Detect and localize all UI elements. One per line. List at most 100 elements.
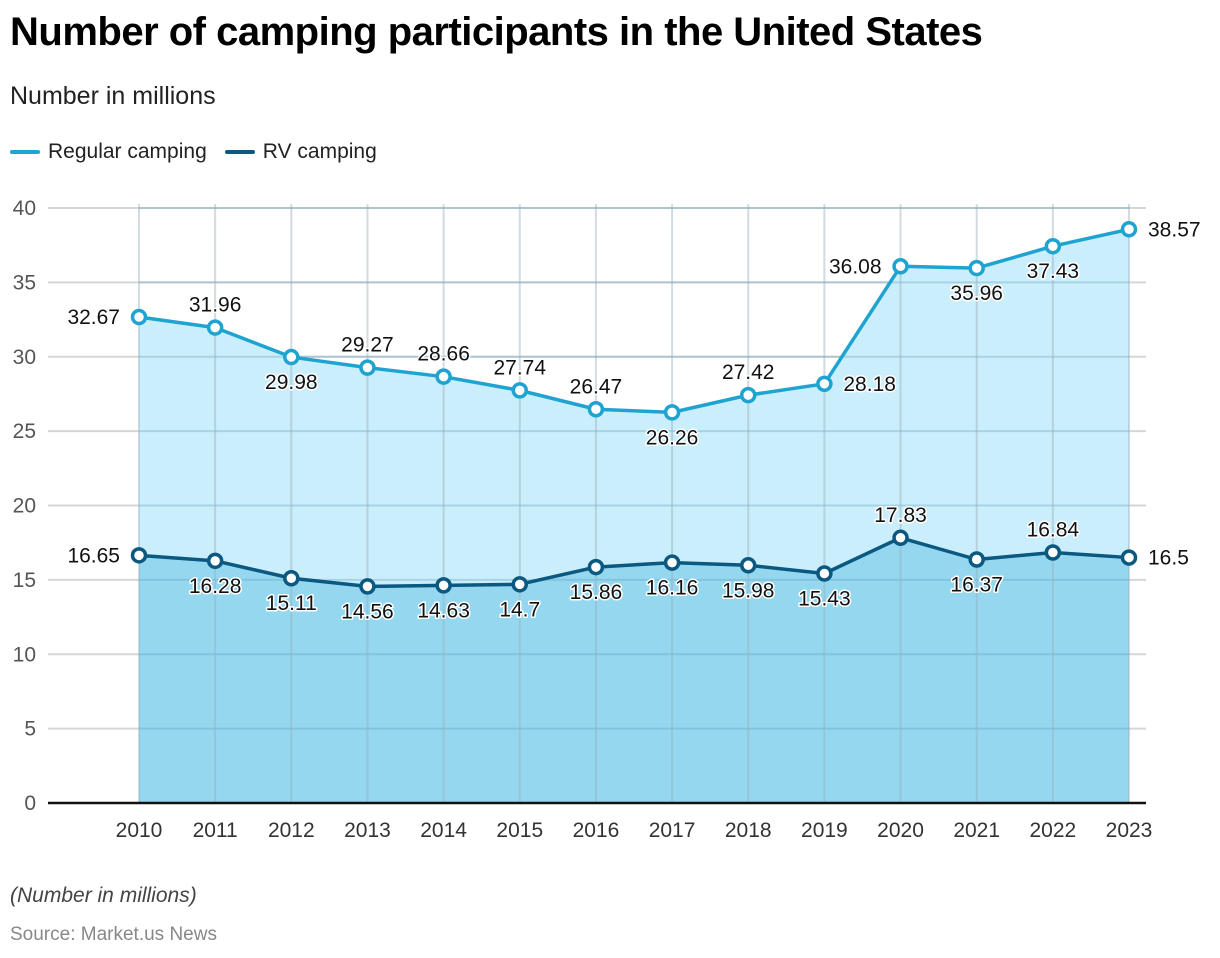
series-line-rv-camping — [138, 536, 1130, 589]
data-label-rv-camping: 14.7 — [499, 598, 540, 621]
legend-label-regular-camping: Regular camping — [48, 140, 207, 163]
data-label-rv-camping: 16.65 — [67, 544, 120, 567]
data-point-rv-camping — [1044, 544, 1062, 561]
data-point-regular-camping — [283, 348, 300, 366]
data-label-regular-camping: 29.27 — [341, 334, 394, 357]
x-tick-label: 2023 — [1106, 819, 1153, 842]
data-label-rv-camping: 15.43 — [798, 587, 851, 610]
data-point-rv-camping — [892, 529, 909, 547]
data-label-rv-camping: 16.84 — [1027, 519, 1080, 542]
data-point-rv-camping — [739, 557, 757, 574]
legend-item-regular-camping[interactable]: Regular camping — [10, 140, 207, 164]
series-lines — [138, 227, 1130, 589]
y-tick-label: 25 — [13, 420, 36, 443]
data-point-rv-camping — [663, 554, 681, 571]
legend: Regular camping RV camping — [10, 140, 377, 164]
data-point-regular-camping — [587, 401, 605, 418]
data-point-regular-camping — [816, 375, 833, 393]
x-tick-label: 2010 — [116, 819, 163, 842]
data-point-regular-camping — [130, 308, 148, 326]
data-point-rv-camping — [511, 576, 529, 593]
x-tick-label: 2017 — [649, 819, 696, 842]
data-label-rv-camping: 15.98 — [722, 579, 775, 602]
area-fill-rv-camping — [139, 537, 1129, 803]
data-label-rv-camping: 15.86 — [570, 581, 623, 604]
legend-item-rv-camping[interactable]: RV camping — [224, 140, 377, 164]
data-label-rv-camping: 16.5 — [1148, 547, 1189, 570]
data-label-regular-camping: 26.26 — [646, 426, 699, 449]
data-label-regular-camping: 28.66 — [417, 343, 470, 366]
y-tick-label: 35 — [13, 271, 36, 294]
data-point-regular-camping — [1120, 221, 1138, 238]
data-label-rv-camping: 16.16 — [646, 577, 699, 600]
data-point-rv-camping — [968, 551, 985, 568]
data-label-regular-camping: 36.08 — [829, 255, 882, 278]
data-label-regular-camping: 26.47 — [570, 375, 623, 398]
data-label-rv-camping: 16.28 — [189, 575, 242, 598]
data-label-regular-camping: 29.98 — [265, 371, 318, 394]
y-tick-label: 15 — [13, 569, 36, 592]
x-tick-label: 2015 — [496, 819, 543, 842]
data-label-regular-camping: 28.18 — [843, 373, 896, 396]
data-label-regular-camping: 32.67 — [67, 306, 120, 329]
area-fills — [139, 229, 1129, 804]
x-tick-label: 2012 — [268, 819, 315, 842]
footnote: (Number in millions) — [10, 884, 197, 907]
y-tick-label: 30 — [13, 346, 36, 369]
x-gridlines — [138, 204, 1130, 803]
y-tick-label: 10 — [13, 643, 36, 666]
data-label-rv-camping: 14.56 — [341, 600, 394, 623]
data-point-regular-camping — [359, 359, 376, 376]
y-axis-ticks: 0 5 10 15 20 25 30 35 40 — [13, 197, 36, 815]
legend-swatch-regular-camping — [10, 150, 40, 154]
data-point-regular-camping — [206, 319, 224, 336]
data-label-regular-camping: 38.57 — [1148, 218, 1201, 241]
data-point-regular-camping — [663, 404, 681, 421]
data-labels: 32.67 31.96 29.98 29.27 28.66 27.74 26.47 26.26… — [66, 217, 1202, 625]
data-point-regular-camping — [1044, 237, 1062, 255]
y-tick-label: 40 — [13, 197, 36, 220]
data-point-regular-camping — [435, 368, 452, 385]
x-tick-label: 2019 — [801, 819, 848, 842]
data-label-regular-camping: 35.96 — [950, 282, 1003, 305]
source-credit: Source: Market.us News — [10, 924, 217, 945]
data-label-regular-camping: 27.42 — [722, 361, 775, 384]
series-markers — [130, 221, 1138, 595]
data-point-rv-camping — [435, 577, 452, 594]
x-axis-ticks: 2010 2011 2012 2013 2014 2015 2016 2017 2018 2019… — [116, 819, 1153, 842]
data-label-rv-camping: 15.11 — [266, 592, 317, 615]
data-label-regular-camping: 27.74 — [493, 356, 546, 379]
data-point-rv-camping — [816, 565, 833, 582]
y-tick-label: 20 — [13, 495, 36, 518]
data-point-rv-camping — [206, 552, 224, 570]
data-label-regular-camping: 37.43 — [1027, 260, 1080, 283]
x-tick-label: 2016 — [573, 819, 620, 842]
data-point-rv-camping — [283, 569, 300, 587]
x-tick-label: 2013 — [344, 819, 391, 842]
y-tick-label: 5 — [24, 718, 36, 741]
data-point-regular-camping — [968, 259, 985, 277]
data-point-regular-camping — [511, 382, 529, 399]
data-point-regular-camping — [892, 258, 909, 275]
legend-label-rv-camping: RV camping — [262, 140, 377, 163]
data-point-regular-camping — [739, 386, 757, 404]
x-tick-label: 2011 — [193, 819, 238, 842]
data-label-rv-camping: 16.37 — [950, 573, 1003, 596]
x-tick-label: 2021 — [953, 819, 1000, 842]
x-tick-label: 2022 — [1029, 819, 1076, 842]
data-point-rv-camping — [359, 578, 376, 595]
data-label-rv-camping: 17.83 — [874, 504, 927, 527]
legend-swatch-rv-camping — [224, 150, 255, 154]
data-point-rv-camping — [587, 558, 605, 576]
x-tick-label: 2018 — [725, 819, 772, 842]
x-tick-label: 2014 — [420, 819, 467, 842]
data-point-rv-camping — [1120, 549, 1138, 566]
chart-subtitle: Number in millions — [10, 82, 216, 110]
data-point-rv-camping — [130, 547, 148, 564]
chart-title: Number of camping participants in the Un… — [10, 10, 983, 54]
data-label-regular-camping: 31.96 — [189, 294, 242, 317]
series-line-regular-camping — [138, 227, 1130, 415]
data-label-rv-camping: 14.63 — [417, 599, 470, 622]
y-tick-label: 0 — [24, 792, 36, 815]
